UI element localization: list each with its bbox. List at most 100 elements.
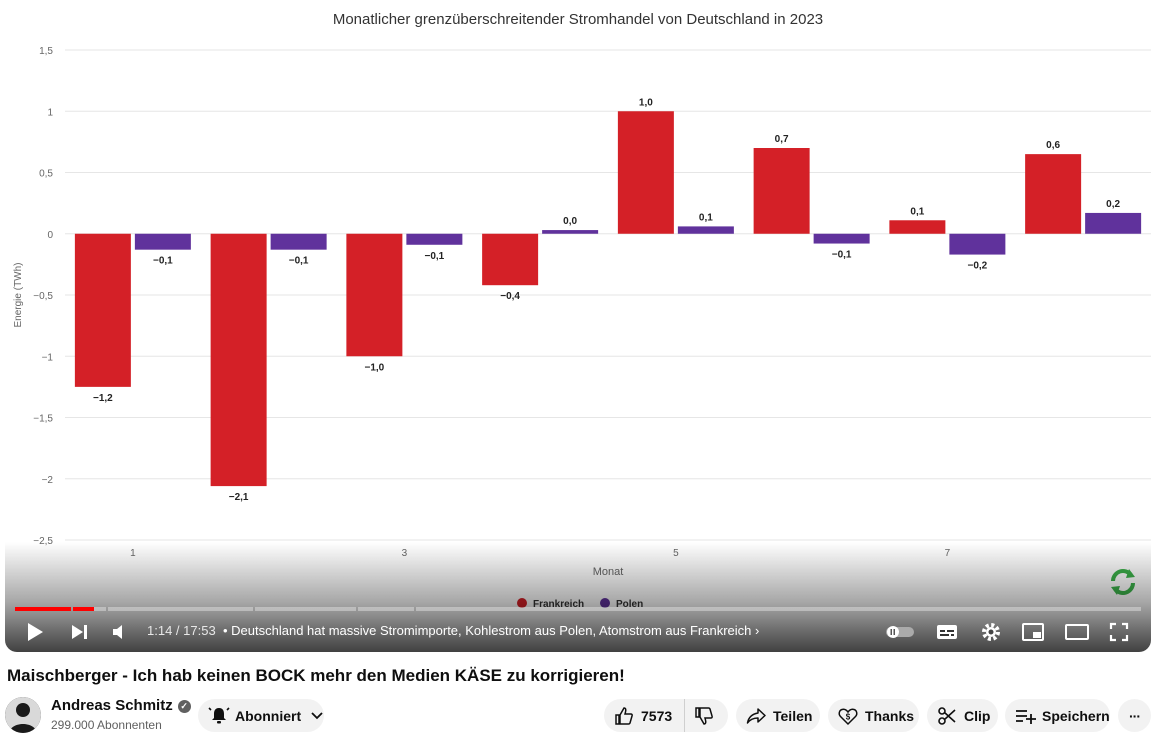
volume-button[interactable] bbox=[107, 614, 133, 650]
y-tick-label: −2 bbox=[42, 475, 54, 486]
channel-name-text: Andreas Schmitz bbox=[51, 697, 173, 714]
scissors-icon bbox=[938, 706, 956, 725]
y-tick-label: 1,5 bbox=[39, 46, 53, 57]
bar-frankreich bbox=[1025, 154, 1082, 234]
like-dislike-group: 7573 bbox=[604, 699, 728, 732]
bar-frankreich bbox=[482, 233, 539, 286]
subscriber-count: 299.000 Abonnenten bbox=[51, 718, 162, 732]
playlist-add-icon bbox=[1016, 709, 1036, 724]
save-label: Speichern bbox=[1042, 707, 1110, 724]
share-button[interactable]: Teilen bbox=[736, 699, 820, 732]
bar-frankreich bbox=[74, 233, 131, 387]
share-icon bbox=[746, 707, 766, 724]
bar-polen bbox=[677, 226, 734, 234]
time-display: 1:14 / 17:53 bbox=[147, 623, 216, 638]
y-tick-label: 1 bbox=[47, 107, 53, 118]
chapter-segment[interactable] bbox=[255, 607, 356, 611]
subscribe-button[interactable]: Abonniert bbox=[198, 699, 324, 732]
x-tick-label: 5 bbox=[673, 548, 679, 559]
like-button[interactable]: 7573 bbox=[604, 699, 686, 732]
fullscreen-button[interactable] bbox=[1105, 614, 1133, 650]
autoplay-toggle[interactable] bbox=[883, 614, 917, 650]
bar-frankreich bbox=[346, 233, 403, 357]
x-tick-label: 3 bbox=[402, 548, 408, 559]
bar-polen bbox=[542, 230, 599, 234]
clip-label: Clip bbox=[964, 707, 991, 724]
progress-bar[interactable] bbox=[15, 607, 1141, 611]
data-label: 0,7 bbox=[775, 134, 789, 145]
save-button[interactable]: Speichern bbox=[1005, 699, 1110, 732]
channel-avatar[interactable] bbox=[5, 697, 41, 733]
y-tick-label: −0,5 bbox=[33, 291, 53, 302]
miniplayer-button[interactable] bbox=[1019, 614, 1047, 650]
data-label: 0,6 bbox=[1046, 140, 1060, 151]
data-label: 0,2 bbox=[1106, 199, 1120, 210]
data-label: −0,1 bbox=[832, 250, 852, 261]
chapter-title-text: • Deutschland hat massive Stromimporte, … bbox=[223, 623, 752, 638]
chapter-segment[interactable] bbox=[72, 607, 107, 611]
thanks-label: Thanks bbox=[865, 707, 915, 724]
data-label: −0,1 bbox=[153, 256, 173, 267]
clip-button[interactable]: Clip bbox=[927, 699, 998, 732]
play-button[interactable] bbox=[21, 614, 49, 650]
like-count: 7573 bbox=[641, 707, 673, 724]
video-player[interactable]: Monatlicher grenzüberschreitender Stromh… bbox=[5, 0, 1151, 652]
player-controls: 1:14 / 17:53 • Deutschland hat massive S… bbox=[5, 614, 1151, 650]
x-axis-title: Monat bbox=[593, 566, 624, 578]
x-tick-label: 7 bbox=[945, 548, 951, 559]
y-tick-label: −1,5 bbox=[33, 414, 53, 425]
thanks-button[interactable]: $ Thanks bbox=[828, 699, 919, 732]
x-tick-label: 1 bbox=[130, 548, 136, 559]
data-label: −0,1 bbox=[289, 256, 309, 267]
miniplayer-icon bbox=[1022, 623, 1044, 641]
volume-icon bbox=[113, 625, 122, 639]
data-label: −2,1 bbox=[229, 492, 249, 503]
bar-frankreich bbox=[889, 220, 946, 234]
chevron-down-icon bbox=[311, 711, 323, 719]
chapter-segment[interactable] bbox=[357, 607, 414, 611]
chapter-segment[interactable] bbox=[108, 607, 254, 611]
chapter-title[interactable]: • Deutschland hat massive Stromimporte, … bbox=[223, 623, 759, 638]
bar-frankreich bbox=[617, 111, 674, 234]
data-label: −1,0 bbox=[365, 362, 385, 373]
bar-frankreich bbox=[753, 148, 810, 234]
bar-polen bbox=[134, 233, 191, 250]
y-tick-label: −2,5 bbox=[33, 536, 53, 547]
data-label: 0,1 bbox=[910, 206, 924, 217]
data-label: 0,0 bbox=[563, 216, 577, 227]
y-tick-label: 0 bbox=[47, 230, 53, 241]
play-icon bbox=[28, 623, 43, 641]
chapter-segment[interactable] bbox=[15, 607, 71, 611]
theater-icon bbox=[1065, 624, 1089, 640]
data-label: −1,2 bbox=[93, 393, 113, 404]
bar-polen bbox=[406, 233, 463, 245]
fullscreen-icon bbox=[1109, 622, 1129, 642]
settings-button[interactable] bbox=[977, 614, 1005, 650]
bar-frankreich bbox=[210, 233, 267, 487]
dislike-button[interactable] bbox=[685, 699, 714, 732]
more-actions-button[interactable]: ··· bbox=[1118, 699, 1151, 732]
theater-mode-button[interactable] bbox=[1063, 614, 1091, 650]
data-label: −0,4 bbox=[500, 291, 520, 302]
y-tick-label: −1 bbox=[42, 352, 54, 363]
thumbs-down-icon bbox=[695, 706, 714, 725]
subscribe-label: Abonniert bbox=[235, 707, 302, 724]
bar-polen bbox=[813, 233, 870, 244]
share-label: Teilen bbox=[773, 707, 813, 724]
verified-icon: ✓ bbox=[177, 700, 191, 713]
next-button[interactable] bbox=[65, 614, 93, 650]
channel-name[interactable]: Andreas Schmitz ✓ bbox=[51, 697, 191, 714]
avatar-image bbox=[5, 697, 41, 733]
subtitles-icon bbox=[937, 625, 957, 639]
video-title: Maischberger - Ich hab keinen BOCK mehr … bbox=[7, 666, 625, 685]
autoplay-toggle-icon bbox=[886, 626, 914, 638]
gear-icon bbox=[982, 623, 1000, 641]
data-label: −0,2 bbox=[968, 261, 988, 272]
bar-chart: Monatlicher grenzüberschreitender Stromh… bbox=[13, 11, 1151, 610]
bar-polen bbox=[949, 233, 1006, 255]
chapter-segment[interactable] bbox=[415, 607, 1141, 611]
subtitles-button[interactable] bbox=[933, 614, 961, 650]
bell-icon bbox=[208, 706, 230, 723]
refresh-icon[interactable] bbox=[1107, 566, 1139, 598]
chapter-arrow-icon: › bbox=[755, 623, 760, 638]
